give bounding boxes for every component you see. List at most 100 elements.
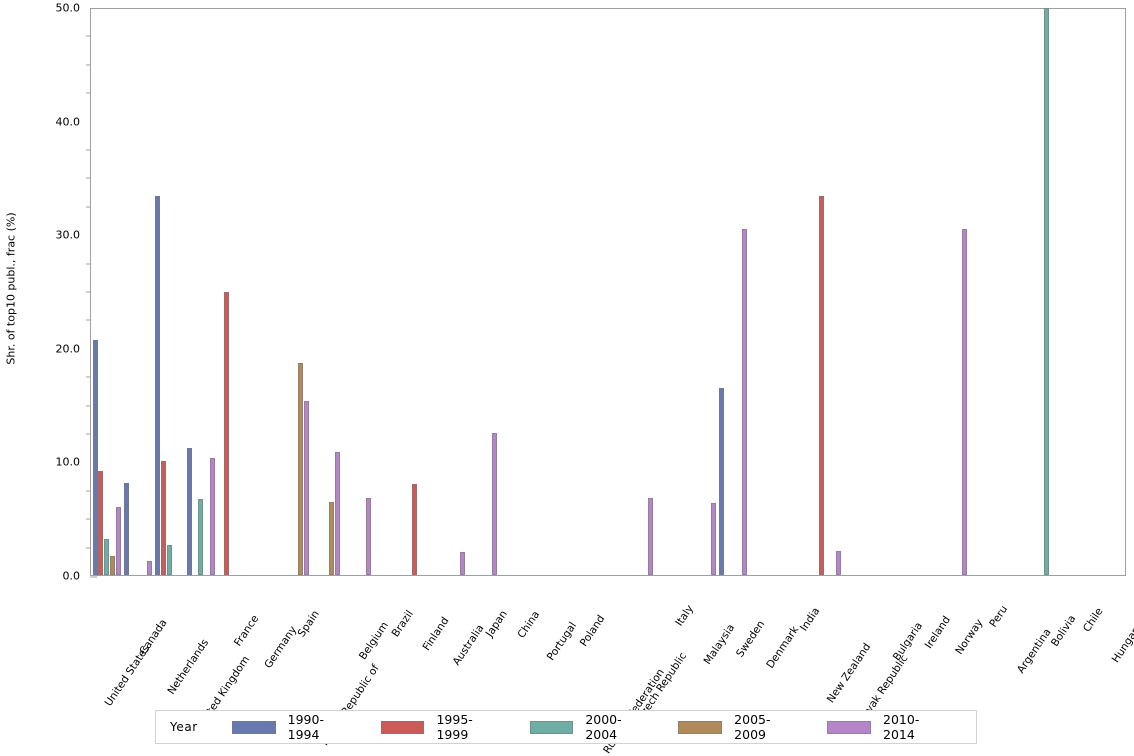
x-tick-label: Portugal xyxy=(545,620,580,663)
bar-group xyxy=(404,9,435,575)
bar-group xyxy=(467,9,498,575)
bar[interactable] xyxy=(209,458,215,575)
bar-group xyxy=(749,9,780,575)
legend-label: 2005-2009 xyxy=(734,712,771,742)
y-tick-label: 40.0 xyxy=(0,115,97,128)
bar-group xyxy=(968,9,999,575)
y-tick-minor xyxy=(86,433,90,435)
x-tick-label: Hungary xyxy=(1109,621,1134,666)
legend-swatch xyxy=(529,720,574,734)
x-tick-label: France xyxy=(232,612,262,649)
bar[interactable] xyxy=(303,401,309,575)
plot-area xyxy=(90,8,1126,576)
bar-group xyxy=(780,9,811,575)
legend-label: 2000-2004 xyxy=(585,712,622,742)
x-tick-label: Malaysia xyxy=(701,622,738,667)
bar-group xyxy=(812,9,843,575)
x-tick-label: Australia xyxy=(450,622,487,668)
bar-group xyxy=(1062,9,1093,575)
bar[interactable] xyxy=(155,195,161,575)
x-tick-label: New Zealand xyxy=(824,641,874,706)
legend-label: 1990-1994 xyxy=(287,712,324,742)
bar[interactable] xyxy=(147,561,153,575)
bar-group xyxy=(342,9,373,575)
bar[interactable] xyxy=(719,387,725,575)
bar-group xyxy=(874,9,905,575)
legend-entry[interactable]: 2005-2009 xyxy=(678,712,791,742)
bar[interactable] xyxy=(366,497,372,575)
bar-group xyxy=(561,9,592,575)
bar[interactable] xyxy=(335,452,341,575)
bar[interactable] xyxy=(98,470,104,575)
bar[interactable] xyxy=(710,503,716,575)
legend-entry[interactable]: 2010-2014 xyxy=(827,712,940,742)
bar[interactable] xyxy=(123,482,129,575)
x-axis-labels: United States Canada Netherlands United Kin… xyxy=(90,578,1134,756)
bar[interactable] xyxy=(115,506,121,575)
bar[interactable] xyxy=(198,498,204,575)
y-tick-minor xyxy=(86,206,90,208)
bar-group xyxy=(185,9,216,575)
bar-group xyxy=(624,9,655,575)
bar[interactable] xyxy=(491,433,497,575)
legend-label: 2010-2014 xyxy=(883,712,920,742)
x-tick-label: Peru xyxy=(986,603,1010,630)
x-tick-label: Ireland xyxy=(922,614,953,651)
bar-group xyxy=(436,9,467,575)
bar[interactable] xyxy=(742,228,748,575)
x-tick-label: Denmark xyxy=(764,624,802,671)
y-tick-minor xyxy=(86,177,90,179)
x-tick-label: Poland xyxy=(577,613,607,649)
legend-swatch xyxy=(231,720,276,734)
bar-group xyxy=(530,9,561,575)
legend-entry[interactable]: 1995-1999 xyxy=(380,712,494,742)
bar[interactable] xyxy=(1044,8,1049,575)
bar[interactable] xyxy=(104,538,110,575)
bar[interactable] xyxy=(166,545,172,575)
y-tick-minor xyxy=(86,319,90,321)
bar[interactable] xyxy=(648,497,654,575)
bar-group xyxy=(310,9,341,575)
legend-entry[interactable]: 1990-1994 xyxy=(231,712,345,742)
bar[interactable] xyxy=(329,502,335,575)
bar[interactable] xyxy=(961,228,967,575)
y-tick-minor xyxy=(86,376,90,378)
bar[interactable] xyxy=(411,484,417,575)
bar-groups xyxy=(91,8,1125,575)
bar[interactable] xyxy=(109,555,115,575)
bar[interactable] xyxy=(836,551,842,575)
x-tick-label: China xyxy=(515,608,542,641)
x-tick-label: Bolivia xyxy=(1048,613,1078,649)
chart-legend: Year 1990-1994 1995-1999 2000-2004 2005-200… xyxy=(155,710,977,744)
bar[interactable] xyxy=(223,292,229,575)
x-tick-label: Finland xyxy=(420,615,452,653)
y-tick-minor xyxy=(86,405,90,407)
bar[interactable] xyxy=(818,195,824,575)
y-tick-minor xyxy=(86,64,90,66)
legend-entry[interactable]: 2000-2004 xyxy=(529,712,643,742)
bar[interactable] xyxy=(92,339,98,575)
x-tick-label: Japan xyxy=(483,608,511,640)
legend-swatch xyxy=(678,720,723,734)
y-tick-minor xyxy=(86,547,90,549)
x-tick-label: Italy xyxy=(673,602,696,629)
x-tick-label: Belgium xyxy=(356,619,391,663)
bar[interactable] xyxy=(161,461,167,575)
legend-swatch xyxy=(827,720,872,734)
y-tick-minor xyxy=(86,518,90,520)
bar-group xyxy=(906,9,937,575)
bar[interactable] xyxy=(460,552,466,575)
x-tick-label: Canada xyxy=(137,617,170,657)
x-tick-label: Sweden xyxy=(733,618,767,660)
bar-group xyxy=(122,9,153,575)
bar-group xyxy=(216,9,247,575)
bar[interactable] xyxy=(297,362,303,575)
bar-group xyxy=(1000,9,1031,575)
x-tick-label: Spain xyxy=(295,608,322,640)
y-tick-label: 0.0 xyxy=(0,570,97,583)
bar-group xyxy=(686,9,717,575)
y-tick-minor xyxy=(86,149,90,151)
bar[interactable] xyxy=(186,447,192,575)
legend-label: 1995-1999 xyxy=(436,712,473,742)
